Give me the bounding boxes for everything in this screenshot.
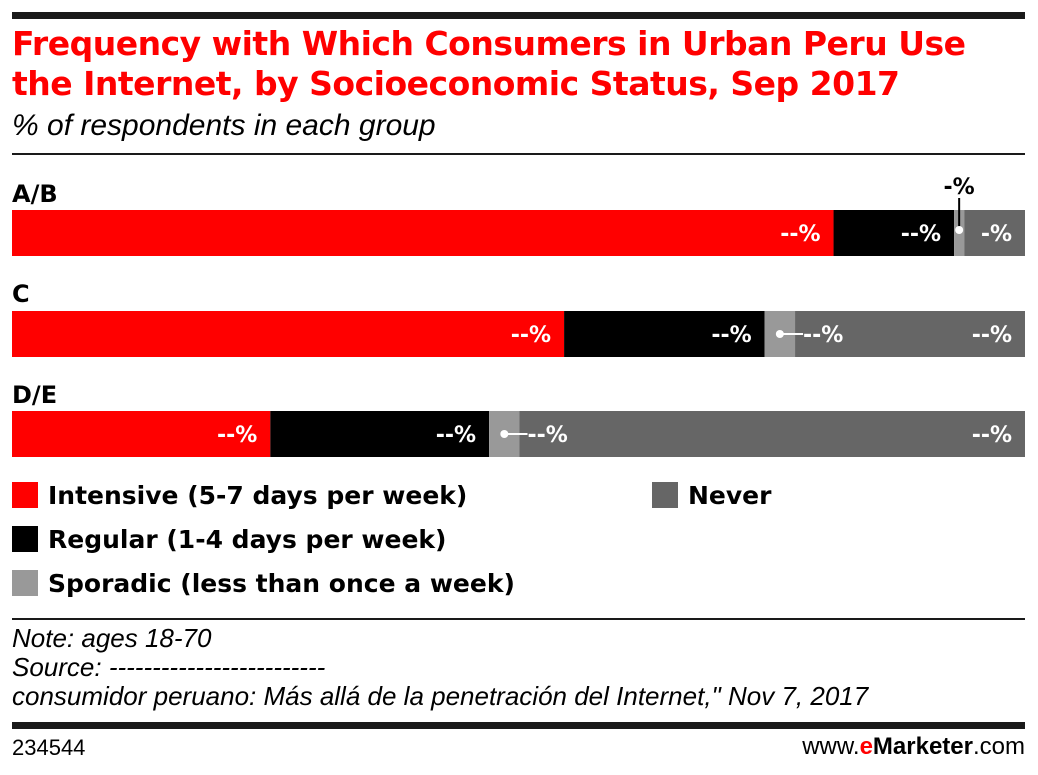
bar-segment-a-b-intensive <box>12 210 834 256</box>
bar-segment-d-e-never <box>519 411 1025 457</box>
bar-segment-a-b-never <box>964 210 1025 256</box>
legend-label-regular: Regular (1-4 days per week) <box>48 524 447 554</box>
stacked-bar-chart: A/B--% --%-%-%C--% --% --% --%D/E--% --% --% --… <box>12 175 1025 457</box>
source-text: Source: ------------------------- <box>12 652 326 682</box>
legend-item-intensive: Intensive (5-7 days per week) <box>12 478 467 512</box>
brand-prefix: www. <box>802 733 860 760</box>
chart-subtitle: % of respondents in each group <box>12 109 436 142</box>
header-divider <box>12 153 1025 155</box>
bar-segment-d-e-intensive <box>12 411 271 457</box>
callout-dot-a-b-sporadic <box>955 226 964 234</box>
bar-segment-d-e-regular <box>270 411 490 457</box>
chart-title: Frequency with Which Consumers in Urban … <box>12 24 966 103</box>
data-label-d-e-sporadic: --% <box>528 423 568 448</box>
data-label-c-sporadic: --% <box>803 323 843 348</box>
brand-name: Marketer <box>872 733 973 760</box>
bar-segment-c-intensive <box>12 311 565 357</box>
legend-swatch-regular <box>12 526 38 552</box>
data-label-c-regular: --% <box>711 323 751 348</box>
legend-item-sporadic: Sporadic (less than once a week) <box>12 566 515 600</box>
chart-id: 234544 <box>12 735 86 760</box>
bar-segment-a-b-regular <box>833 210 955 256</box>
bottom-rule <box>12 722 1025 729</box>
category-label-c: C <box>12 280 30 308</box>
bar-segment-c-never <box>795 311 1025 357</box>
top-rule <box>12 12 1025 19</box>
notes-divider <box>12 618 1025 620</box>
legend-swatch-never <box>652 482 678 508</box>
data-label-d-e-intensive: --% <box>217 423 257 448</box>
category-label-a-b: A/B <box>12 180 58 208</box>
legend-swatch-intensive <box>12 482 38 508</box>
data-label-d-e-never: --% <box>972 423 1012 448</box>
data-label-a-b-sporadic: -% <box>944 175 975 200</box>
note-text: Note: ages 18-70 <box>12 623 212 653</box>
data-label-c-intensive: --% <box>511 323 551 348</box>
legend-label-never: Never <box>688 480 772 510</box>
legend-item-regular: Regular (1-4 days per week) <box>12 522 447 556</box>
brand-suffix: .com <box>972 733 1025 760</box>
data-label-a-b-never: -% <box>981 222 1012 247</box>
legend-label-intensive: Intensive (5-7 days per week) <box>48 480 468 510</box>
legend-item-never: Never <box>652 478 771 512</box>
category-label-d-e: D/E <box>12 381 57 409</box>
legend: Intensive (5-7 days per week) Regular (1… <box>12 478 1025 608</box>
legend-label-sporadic: Sporadic (less than once a week) <box>48 568 515 598</box>
data-label-a-b-intensive: --% <box>780 222 820 247</box>
data-label-a-b-regular: --% <box>901 222 941 247</box>
bar-segment-c-regular <box>564 311 765 357</box>
legend-swatch-sporadic <box>12 570 38 596</box>
source-detail-text: consumidor peruano: Más allá de la penet… <box>12 681 869 711</box>
data-label-d-e-regular: --% <box>436 423 476 448</box>
brand-link[interactable]: www.eMarketer.com <box>802 733 1025 761</box>
brand-e: e <box>859 733 873 760</box>
data-label-c-never: --% <box>972 323 1012 348</box>
notes: Note: ages 18-70 Source: ---------------… <box>12 624 1025 711</box>
